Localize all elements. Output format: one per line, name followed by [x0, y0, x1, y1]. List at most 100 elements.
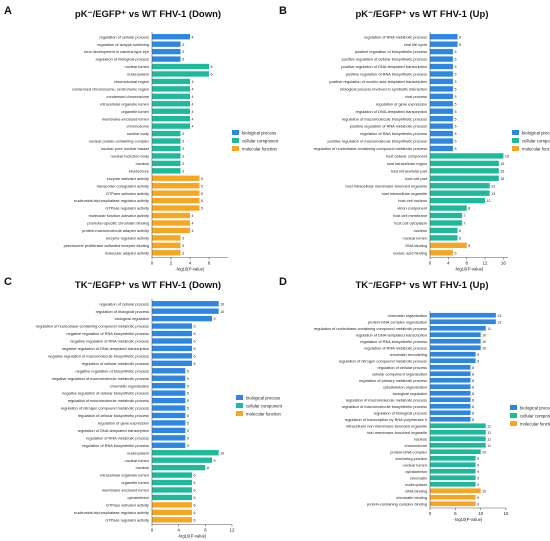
- data-label: 8: [468, 207, 470, 211]
- bar-16: [152, 412, 186, 419]
- data-label: 5: [454, 140, 456, 144]
- legend-label: cellular component: [246, 403, 283, 408]
- bar-11: [152, 108, 190, 114]
- legend-label: biological process: [522, 130, 550, 135]
- data-label: 5: [187, 407, 189, 411]
- bar-11: [152, 375, 186, 381]
- x-tick-label: 5: [454, 511, 457, 516]
- category-label: positive regulation of cellular biosynth…: [342, 57, 427, 62]
- category-label: nucleus: [414, 228, 427, 233]
- x-tick-label: 15: [503, 511, 509, 516]
- category-label: negative regulation of cellular biosynth…: [62, 391, 149, 396]
- data-label: 15: [500, 177, 504, 181]
- category-label: nuclear pore nuclear basket: [101, 146, 150, 151]
- bar-23: [152, 464, 206, 471]
- data-label: 10: [482, 346, 486, 350]
- data-label: 5: [187, 377, 189, 381]
- data-label: 8: [472, 411, 474, 415]
- data-label: 3: [182, 162, 184, 166]
- x-axis-title: -log10(P-value): [454, 517, 483, 522]
- bar-22: [152, 190, 200, 196]
- category-label: positive regulation of RNA metabolic pro…: [350, 124, 427, 129]
- data-label: 7: [464, 214, 466, 218]
- data-label: 5: [201, 207, 203, 211]
- bar-18: [152, 160, 181, 167]
- data-label: 9: [477, 353, 479, 357]
- category-label: regulation of DNA-templated transcriptio…: [78, 428, 149, 433]
- category-label: membrane-enclosed lumen: [102, 116, 149, 121]
- bar-3: [152, 48, 181, 55]
- data-label: 6: [194, 511, 196, 515]
- bar-19: [152, 435, 186, 441]
- data-label: 6: [194, 503, 196, 507]
- data-label: 6: [459, 35, 461, 39]
- category-label: regulation of DNA-templated transcriptio…: [356, 332, 427, 337]
- bar-24: [430, 205, 467, 211]
- category-label: non-membrane-bounded organelle: [367, 430, 427, 435]
- bar-25: [430, 212, 463, 219]
- bar-2: [430, 41, 458, 47]
- data-label: 11: [487, 437, 491, 441]
- bar-20: [430, 175, 499, 181]
- data-label: 6: [194, 496, 196, 500]
- category-label: kinetochore: [129, 168, 149, 173]
- x-tick-label: 8: [204, 528, 207, 533]
- bar-5: [152, 63, 209, 70]
- category-label: positive regulation of nucleic acid-temp…: [329, 79, 427, 84]
- category-label: negative regulation of RNA biosynthetic …: [66, 331, 149, 336]
- category-label: host cell part: [405, 176, 428, 181]
- category-label: chromosome: [127, 124, 150, 129]
- data-label: 8: [472, 385, 474, 389]
- data-label: 8: [468, 244, 470, 248]
- category-label: intracellular non-membrane-bounded organ…: [346, 423, 427, 428]
- data-label: 5: [187, 392, 189, 396]
- legend: biological process cellular component mole…: [232, 130, 279, 151]
- category-label: regulation of nitrogen compound metaboli…: [339, 358, 427, 363]
- category-label: membrane-enclosed lumen: [102, 488, 149, 493]
- category-label: chromosome: [405, 443, 428, 448]
- category-label: regulation of RNA biosynthetic process: [82, 443, 149, 448]
- category-label: negative regulation of macromolecule met…: [52, 376, 149, 381]
- data-label: 5: [454, 80, 456, 84]
- category-label: lens development in camera-type eye: [84, 49, 149, 54]
- data-label: 9: [477, 470, 479, 474]
- data-label: 10: [220, 310, 224, 314]
- data-label: 5: [187, 369, 189, 373]
- category-label: regulation of cellular process: [377, 365, 427, 370]
- data-label: 6: [194, 481, 196, 485]
- category-label: nucleus: [414, 436, 427, 441]
- data-label: 8: [472, 379, 474, 383]
- category-label: regulation of RNA biosynthetic process: [360, 339, 427, 344]
- data-label: 16: [505, 155, 509, 159]
- legend-swatch-bp: [510, 405, 517, 410]
- data-label: 5: [201, 199, 203, 203]
- legend-swatch-bp: [512, 130, 519, 135]
- bar-18: [152, 427, 186, 434]
- data-label: 4: [192, 87, 194, 91]
- category-label: cytoskeleton organization: [383, 384, 427, 389]
- category-label: regulation of nucleobase-containing comp…: [314, 326, 427, 331]
- data-label: 5: [187, 444, 189, 448]
- bar-6: [152, 338, 192, 344]
- data-label: 4: [192, 95, 194, 99]
- bar-28: [152, 502, 192, 508]
- data-label: 9: [477, 483, 479, 487]
- legend-swatch-mf: [510, 421, 517, 426]
- data-label: 11: [487, 424, 491, 428]
- x-tick-label: 0: [429, 511, 432, 516]
- category-label: organelle lumen: [121, 480, 149, 485]
- data-label: 10: [482, 333, 486, 337]
- category-label: nucleoside-triphosphatase regulator acti…: [74, 198, 149, 203]
- category-label: negative regulation of macromolecule bio…: [48, 353, 149, 358]
- legend-label: molecular function: [246, 411, 281, 416]
- bar-24: [430, 462, 476, 468]
- category-label: viral life cycle: [404, 42, 427, 47]
- chart-panel-d: D TK⁻/EGFP⁺ vs WT FHV-1 (Up) chromatin org…: [279, 276, 550, 522]
- bar-8: [152, 353, 192, 359]
- category-label: condensed chromosome: [106, 94, 149, 99]
- data-label: 5: [454, 125, 456, 129]
- data-label: 4: [192, 110, 194, 114]
- x-tick-label: 10: [478, 511, 484, 516]
- bar-12: [152, 115, 190, 122]
- data-label: 9: [477, 502, 479, 506]
